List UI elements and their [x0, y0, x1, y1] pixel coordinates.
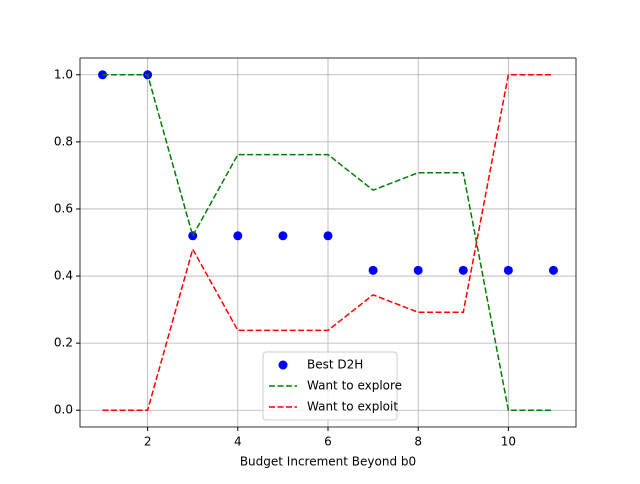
x-tick-label: 4 [234, 435, 242, 449]
y-tick-label: 1.0 [54, 67, 73, 81]
scatter-point [188, 231, 198, 241]
scatter-point [548, 265, 558, 275]
x-tick-label: 6 [324, 435, 332, 449]
legend-box [262, 351, 398, 421]
scatter-point [323, 231, 333, 241]
scatter-point [413, 265, 423, 275]
legend-label: Want to exploit [307, 400, 398, 414]
plot-frame [79, 57, 577, 428]
y-tick-label: 0.0 [54, 403, 73, 417]
x-tick-label: 10 [501, 435, 516, 449]
legend-label: Want to explore [307, 379, 402, 393]
line-series [102, 74, 554, 411]
y-tick-label: 0.2 [54, 336, 73, 350]
scatter-point [368, 265, 378, 275]
x-tick-label: 8 [414, 435, 422, 449]
scatter-point [503, 265, 513, 275]
x-tick-label: 2 [144, 435, 152, 449]
legend-label: Best D2H [307, 358, 363, 372]
line-series [102, 74, 554, 411]
scatter-point [278, 231, 288, 241]
legend-marker [278, 360, 288, 370]
legend: Best D2H Want to explore Want to exploit [262, 351, 402, 421]
y-tick-label: 0.8 [54, 134, 73, 148]
x-axis-label: Budget Increment Beyond b0 [240, 455, 416, 469]
y-tick-label: 0.6 [54, 201, 73, 215]
y-tick-label: 0.4 [54, 269, 73, 283]
scatter-point [458, 265, 468, 275]
scatter-point [233, 231, 243, 241]
